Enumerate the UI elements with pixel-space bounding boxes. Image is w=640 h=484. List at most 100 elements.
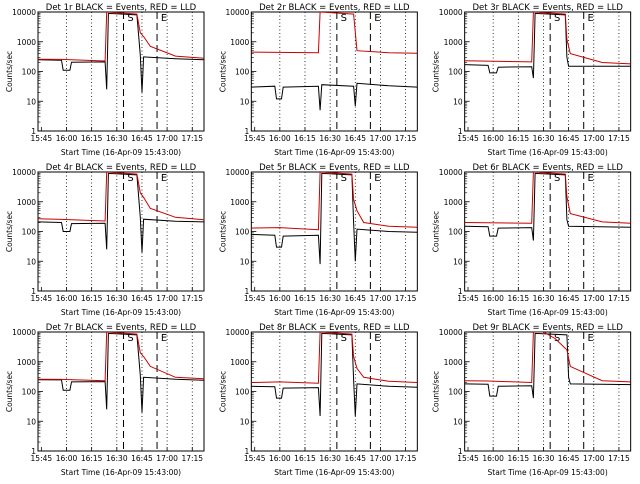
x-tick-label: 15:45 bbox=[244, 134, 266, 143]
x-tick-label: 16:15 bbox=[508, 134, 530, 143]
lld-series-line bbox=[251, 172, 418, 231]
x-tick-label: 16:00 bbox=[269, 454, 291, 463]
marker-label: S bbox=[127, 333, 133, 344]
x-tick-label: 17:00 bbox=[583, 294, 605, 303]
y-tick-label: 1000 bbox=[444, 38, 463, 47]
marker-label: E bbox=[161, 333, 167, 344]
y-tick-label: 1000 bbox=[17, 358, 36, 367]
marker-label: E bbox=[588, 173, 594, 184]
x-tick-label: 16:45 bbox=[344, 294, 366, 303]
events-series-line bbox=[251, 172, 418, 265]
x-tick-label: 17:15 bbox=[395, 294, 417, 303]
y-tick-label: 100 bbox=[448, 388, 463, 397]
marker-label: S bbox=[341, 173, 347, 184]
y-tick-label: 10000 bbox=[225, 168, 249, 177]
x-tick-label: 15:45 bbox=[457, 134, 479, 143]
x-tick-label: 16:15 bbox=[81, 294, 103, 303]
x-tick-label: 17:00 bbox=[370, 134, 392, 143]
events-series-line bbox=[38, 172, 204, 253]
y-tick-label: 100 bbox=[22, 388, 37, 397]
x-tick-label: 16:45 bbox=[131, 454, 153, 463]
x-tick-label: 16:45 bbox=[344, 454, 366, 463]
marker-label: E bbox=[161, 13, 167, 24]
x-tick-label: 16:45 bbox=[558, 294, 580, 303]
y-axis-label: Counts/sec bbox=[432, 371, 441, 412]
events-series-line bbox=[464, 172, 631, 241]
x-tick-label: 16:15 bbox=[294, 134, 316, 143]
marker-label: E bbox=[374, 173, 380, 184]
x-tick-label: 16:15 bbox=[294, 294, 316, 303]
events-series-line bbox=[38, 332, 204, 413]
x-tick-label: 16:15 bbox=[508, 294, 530, 303]
y-tick-label: 1 bbox=[458, 447, 463, 456]
y-tick-label: 10 bbox=[240, 97, 250, 106]
x-tick-label: 16:00 bbox=[269, 294, 291, 303]
panel-title: Det 4r BLACK = Events, RED = LLD bbox=[46, 163, 197, 173]
y-tick-label: 100 bbox=[22, 68, 37, 77]
plot-frame bbox=[250, 331, 418, 452]
panel-title: Det 7r BLACK = Events, RED = LLD bbox=[46, 323, 197, 333]
x-tick-label: 17:00 bbox=[156, 454, 178, 463]
x-tick-label: 16:30 bbox=[106, 134, 128, 143]
y-tick-label: 1000 bbox=[17, 38, 36, 47]
x-tick-label: 16:30 bbox=[106, 294, 128, 303]
x-tick-label: 17:15 bbox=[395, 134, 417, 143]
x-axis-label: Start Time (16-Apr-09 15:43:00) bbox=[61, 468, 181, 477]
y-tick-label: 100 bbox=[448, 68, 463, 77]
lld-series-line bbox=[38, 332, 204, 382]
y-tick-label: 1000 bbox=[17, 198, 36, 207]
x-axis-label: Start Time (16-Apr-09 15:43:00) bbox=[274, 148, 394, 157]
y-tick-label: 10 bbox=[26, 417, 36, 426]
y-tick-label: 1 bbox=[31, 287, 36, 296]
panel-title: Det 1r BLACK = Events, RED = LLD bbox=[46, 3, 197, 13]
x-tick-label: 15:45 bbox=[244, 294, 266, 303]
panel-title: Det 3r BLACK = Events, RED = LLD bbox=[472, 3, 623, 13]
marker-label: S bbox=[341, 13, 347, 24]
y-axis-label: Counts/sec bbox=[432, 211, 441, 252]
y-tick-label: 10 bbox=[26, 97, 36, 106]
x-tick-label: 16:00 bbox=[269, 134, 291, 143]
y-tick-label: 10000 bbox=[439, 328, 463, 337]
y-tick-label: 100 bbox=[22, 228, 37, 237]
y-tick-label: 1000 bbox=[230, 358, 249, 367]
lld-series-line bbox=[464, 172, 631, 224]
x-axis-label: Start Time (16-Apr-09 15:43:00) bbox=[61, 308, 181, 317]
marker-label: E bbox=[374, 13, 380, 24]
y-tick-label: 1 bbox=[458, 287, 463, 296]
y-tick-label: 1 bbox=[458, 127, 463, 136]
panel-title: Det 8r BLACK = Events, RED = LLD bbox=[259, 323, 410, 333]
x-tick-label: 17:00 bbox=[583, 134, 605, 143]
y-tick-label: 1 bbox=[245, 447, 250, 456]
lld-series-line bbox=[251, 332, 418, 384]
panel-title: Det 2r BLACK = Events, RED = LLD bbox=[259, 3, 410, 13]
marker-label: E bbox=[161, 173, 167, 184]
panel-title: Det 9r BLACK = Events, RED = LLD bbox=[472, 323, 623, 333]
y-axis-label: Counts/sec bbox=[218, 371, 227, 412]
x-tick-label: 17:00 bbox=[370, 294, 392, 303]
x-axis-label: Start Time (16-Apr-09 15:43:00) bbox=[488, 308, 608, 317]
y-tick-label: 1000 bbox=[230, 38, 249, 47]
x-tick-label: 17:15 bbox=[181, 454, 203, 463]
events-series-line bbox=[464, 332, 631, 399]
y-tick-label: 10 bbox=[240, 417, 250, 426]
marker-label: S bbox=[554, 173, 560, 184]
x-tick-label: 16:30 bbox=[533, 294, 555, 303]
x-axis-label: Start Time (16-Apr-09 15:43:00) bbox=[274, 468, 394, 477]
y-tick-label: 10000 bbox=[439, 8, 463, 17]
panel-3: Det 3r BLACK = Events, RED = LLD 15:45 16:… bbox=[432, 3, 632, 157]
x-tick-label: 17:00 bbox=[156, 134, 178, 143]
y-tick-label: 10 bbox=[26, 257, 36, 266]
y-axis-label: Counts/sec bbox=[432, 51, 441, 92]
lld-series-line bbox=[464, 12, 631, 65]
y-tick-label: 1000 bbox=[444, 198, 463, 207]
marker-label: S bbox=[554, 333, 560, 344]
x-tick-label: 16:45 bbox=[344, 134, 366, 143]
x-tick-label: 15:45 bbox=[457, 454, 479, 463]
x-tick-label: 16:45 bbox=[131, 294, 153, 303]
x-tick-label: 17:15 bbox=[181, 294, 203, 303]
